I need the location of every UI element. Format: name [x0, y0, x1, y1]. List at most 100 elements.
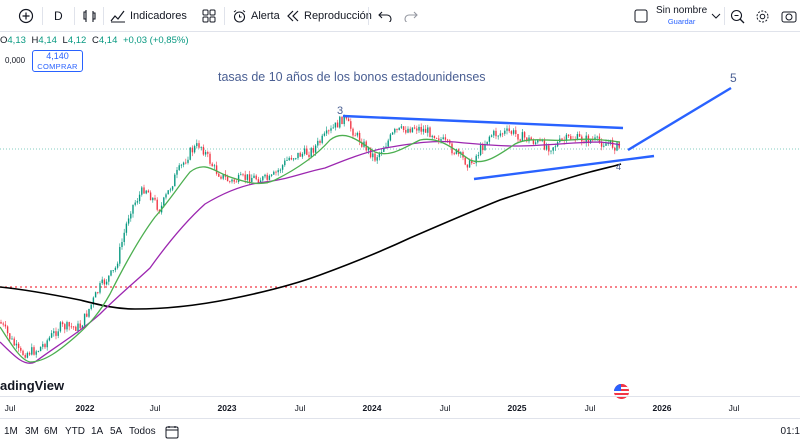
candle-body: [356, 132, 359, 136]
candle-body: [372, 153, 374, 158]
candle-body: [303, 148, 306, 154]
candle-body: [376, 157, 378, 161]
candle-body: [125, 223, 128, 233]
candle-body: [2, 323, 4, 325]
range-1m[interactable]: 1M: [4, 426, 18, 437]
templates-icon[interactable]: [202, 4, 216, 28]
toolbar-divider: [724, 7, 725, 25]
candle-body: [310, 148, 312, 157]
candle-body: [325, 130, 328, 134]
candle-body: [42, 344, 44, 347]
candle-body: [11, 338, 13, 340]
candle-body: [97, 292, 99, 293]
price-chart[interactable]: [0, 32, 800, 395]
candle-body: [101, 279, 103, 284]
candle-body: [435, 137, 438, 139]
layout-name-button[interactable]: Sin nombre Guardar: [634, 4, 707, 28]
candle-body: [196, 143, 198, 147]
range-1y[interactable]: 1A: [91, 426, 104, 437]
range-3m[interactable]: 3M: [25, 426, 39, 437]
candle-body: [105, 281, 108, 285]
candle-body: [163, 197, 165, 206]
toolbar-divider: [103, 7, 104, 25]
range-all[interactable]: Todos: [129, 426, 156, 437]
candle-body: [521, 132, 524, 141]
candle-body: [603, 145, 605, 147]
replay-button[interactable]: Reproducción: [286, 4, 372, 28]
redo-icon[interactable]: [404, 4, 418, 28]
candle-body: [301, 153, 304, 157]
candle-body: [55, 331, 57, 336]
candle-body: [37, 351, 40, 352]
time-tick: 2023: [217, 403, 237, 413]
candle-body: [416, 128, 418, 131]
candle-body: [312, 148, 315, 153]
high-value: 4,14: [38, 35, 57, 46]
candle-body: [330, 128, 332, 131]
candle-body: [515, 130, 517, 135]
candle-body: [328, 130, 330, 132]
layout-save-label: Guardar: [667, 17, 696, 26]
candle-body: [270, 174, 273, 176]
candle-body: [334, 122, 337, 128]
candle-body: [475, 155, 477, 164]
candle-body: [264, 174, 266, 177]
ohlc-legend: O4,13 H4,14 L4,12 C4,14 +0,03 (+0,85%): [0, 35, 192, 46]
settings-gear-icon[interactable]: [755, 4, 770, 28]
candle-body: [431, 135, 433, 138]
chevron-down-icon[interactable]: [711, 4, 721, 28]
candle-body: [605, 143, 607, 146]
candle-body: [94, 292, 97, 298]
candle-body: [539, 140, 541, 142]
snapshot-icon[interactable]: [781, 4, 797, 28]
interval-button[interactable]: D: [54, 9, 63, 23]
range-ytd[interactable]: YTD: [65, 426, 85, 437]
candle-body: [336, 122, 339, 128]
candle-body: [262, 176, 264, 181]
range-5y[interactable]: 5A: [110, 426, 123, 437]
time-tick: Jul: [294, 403, 306, 413]
buy-button[interactable]: 4,140 COMPRAR: [32, 50, 83, 72]
candlestick-series: [0, 114, 620, 359]
range-6m[interactable]: 6M: [44, 426, 58, 437]
time-tick: Jul: [4, 403, 16, 413]
candle-body: [204, 152, 207, 155]
time-axis[interactable]: Jul 2022 Jul 2023 Jul 2024 Jul 2025 Jul …: [0, 396, 800, 416]
add-symbol-icon[interactable]: [18, 4, 34, 28]
candle-body: [185, 162, 187, 164]
candle-body: [290, 157, 293, 160]
date-range-icon[interactable]: [165, 425, 179, 439]
candle-body: [354, 135, 356, 137]
chart-type-icon[interactable]: [82, 4, 98, 28]
candle-body: [468, 160, 471, 168]
projection-line-to-5: [627, 86, 732, 152]
wave-5-label: 5: [730, 71, 737, 85]
candle-body: [471, 160, 473, 164]
bottom-bar: 1M 3M 6M YTD 1A 5A Todos 01:1: [0, 418, 800, 445]
undo-icon[interactable]: [378, 4, 392, 28]
candle-body: [59, 322, 62, 332]
alert-label: Alerta: [251, 10, 280, 22]
candle-body: [215, 165, 218, 174]
candle-body: [319, 140, 321, 143]
candle-body: [352, 128, 354, 136]
close-key: C: [91, 35, 99, 46]
quick-search-icon[interactable]: [730, 4, 745, 28]
high-key: H: [31, 35, 39, 46]
candle-body: [284, 160, 286, 166]
candle-body: [242, 174, 244, 176]
candle-body: [477, 155, 480, 156]
alert-button[interactable]: Alerta: [232, 4, 280, 28]
indicators-button[interactable]: Indicadores: [110, 4, 187, 28]
candle-body: [484, 144, 486, 151]
candle-body: [193, 146, 196, 153]
candle-body: [147, 190, 150, 193]
candle-body: [70, 326, 73, 328]
candle-body: [308, 154, 310, 157]
candle-body: [374, 153, 376, 161]
candle-body: [149, 192, 152, 201]
candle-body: [438, 138, 440, 141]
candle-body: [136, 201, 139, 203]
candle-body: [114, 267, 117, 271]
candle-body: [220, 176, 222, 179]
